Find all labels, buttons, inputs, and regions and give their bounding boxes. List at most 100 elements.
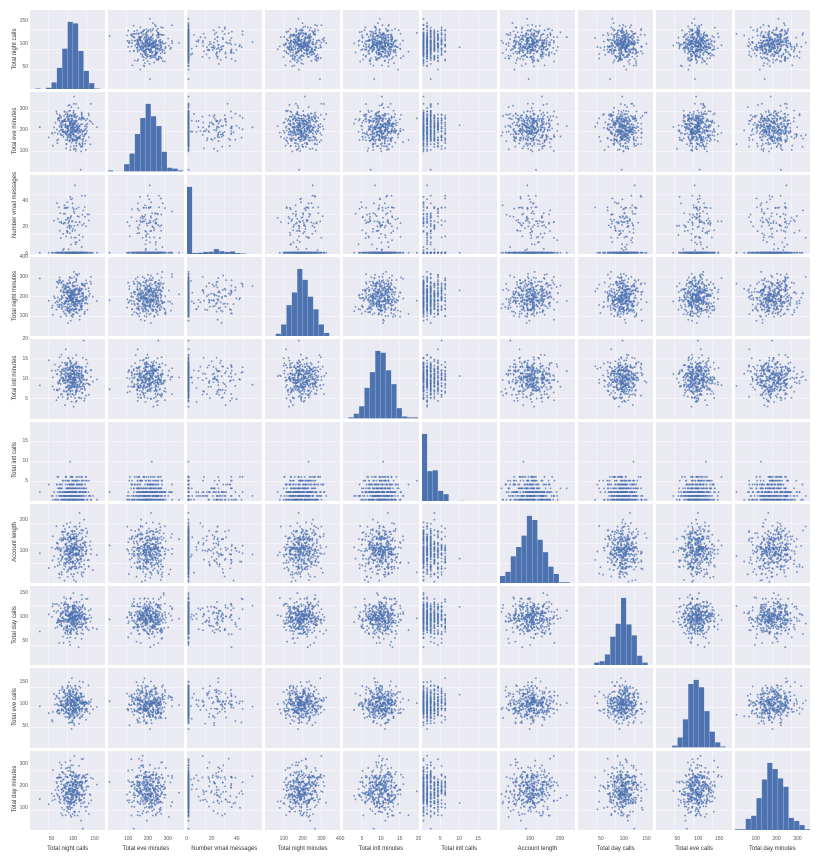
- scatter-cell: [187, 668, 262, 747]
- y-tick: 200: [10, 783, 28, 789]
- scatter-cell: [735, 504, 810, 583]
- scatter-cell: [735, 92, 810, 171]
- scatter-cell: [422, 339, 497, 418]
- histogram-cell: [108, 92, 183, 171]
- x-tick: 50: [593, 836, 609, 842]
- y-tick: 10: [10, 458, 28, 464]
- y-tick: 150: [10, 679, 28, 685]
- x-tick: 100: [120, 836, 136, 842]
- x-axis-label: Total eve calls: [659, 846, 729, 852]
- scatter-cell: [30, 668, 105, 747]
- x-tick: 200: [295, 836, 311, 842]
- scatter-cell: [108, 257, 183, 336]
- scatter-cell: [656, 92, 731, 171]
- scatter-cell: [343, 10, 418, 89]
- scatter-cell: [187, 504, 262, 583]
- y-tick: 5: [10, 396, 28, 402]
- histogram-cell: [265, 257, 340, 336]
- scatter-cell: [500, 175, 575, 254]
- x-axis-label: Total intl minutes: [346, 846, 416, 852]
- y-tick: 20: [10, 224, 28, 230]
- scatter-cell: [343, 257, 418, 336]
- y-tick: 5: [10, 478, 28, 484]
- scatter-cell: [422, 586, 497, 665]
- scatter-cell: [108, 422, 183, 501]
- x-tick: 20: [204, 836, 220, 842]
- scatter-cell: [265, 339, 340, 418]
- scatter-cell: [735, 668, 810, 747]
- y-tick: 100: [10, 701, 28, 707]
- scatter-cell: [343, 668, 418, 747]
- x-axis-label: Total day calls: [581, 846, 651, 852]
- x-tick: 200: [552, 836, 568, 842]
- x-tick: 150: [639, 836, 655, 842]
- x-tick: 100: [748, 836, 764, 842]
- scatter-cell: [187, 339, 262, 418]
- x-axis-label: Total intl calls: [424, 846, 494, 852]
- scatter-cell: [656, 257, 731, 336]
- scatter-cell: [187, 586, 262, 665]
- scatter-cell: [422, 668, 497, 747]
- scatter-cell: [30, 422, 105, 501]
- x-axis-label: Total day minutes: [737, 846, 807, 852]
- y-tick: 100: [10, 548, 28, 554]
- y-tick: 200: [10, 127, 28, 133]
- scatter-cell: [343, 586, 418, 665]
- x-tick: 15: [392, 836, 408, 842]
- scatter-cell: [500, 422, 575, 501]
- scatter-cell: [735, 175, 810, 254]
- x-tick: 15: [470, 836, 486, 842]
- y-tick: 300: [10, 106, 28, 112]
- scatter-cell: [265, 10, 340, 89]
- scatter-cell: [578, 175, 653, 254]
- y-tick: 100: [10, 805, 28, 811]
- x-tick: 200: [140, 836, 156, 842]
- y-tick: 50: [10, 64, 28, 70]
- scatter-cell: [108, 175, 183, 254]
- y-tick: 50: [10, 723, 28, 729]
- scatter-cell: [422, 504, 497, 583]
- scatter-cell: [187, 92, 262, 171]
- x-tick: 150: [87, 836, 103, 842]
- scatter-cell: [578, 504, 653, 583]
- x-tick: 100: [690, 836, 706, 842]
- scatter-cell: [343, 504, 418, 583]
- y-tick: 150: [10, 18, 28, 24]
- scatter-cell: [265, 504, 340, 583]
- scatter-cell: [656, 175, 731, 254]
- scatter-cell: [578, 668, 653, 747]
- scatter-cell: [422, 175, 497, 254]
- scatter-cell: [265, 668, 340, 747]
- y-tick: 100: [10, 148, 28, 154]
- scatter-cell: [656, 504, 731, 583]
- x-tick: 5: [354, 836, 370, 842]
- scatter-cell: [500, 668, 575, 747]
- scatter-cell: [108, 586, 183, 665]
- scatter-cell: [500, 751, 575, 830]
- scatter-cell: [656, 586, 731, 665]
- scatter-cell: [422, 10, 497, 89]
- scatter-cell: [500, 92, 575, 171]
- scatter-cell: [500, 257, 575, 336]
- scatter-cell: [343, 175, 418, 254]
- y-tick: 40: [10, 198, 28, 204]
- scatter-cell: [735, 10, 810, 89]
- y-axis-label: Account length: [12, 517, 18, 567]
- x-tick: 10: [373, 836, 389, 842]
- histogram-cell: [343, 339, 418, 418]
- scatter-cell: [578, 257, 653, 336]
- scatter-cell: [578, 339, 653, 418]
- y-tick: 200: [10, 294, 28, 300]
- y-tick: 300: [10, 761, 28, 767]
- scatter-cell: [265, 175, 340, 254]
- x-tick: 100: [616, 836, 632, 842]
- scatter-cell: [187, 422, 262, 501]
- histogram-cell: [187, 175, 262, 254]
- scatter-cell: [578, 10, 653, 89]
- scatter-cell: [265, 586, 340, 665]
- scatter-cell: [30, 92, 105, 171]
- histogram-cell: [578, 586, 653, 665]
- scatter-cell: [30, 175, 105, 254]
- histogram-cell: [656, 668, 731, 747]
- y-tick: 200: [10, 517, 28, 523]
